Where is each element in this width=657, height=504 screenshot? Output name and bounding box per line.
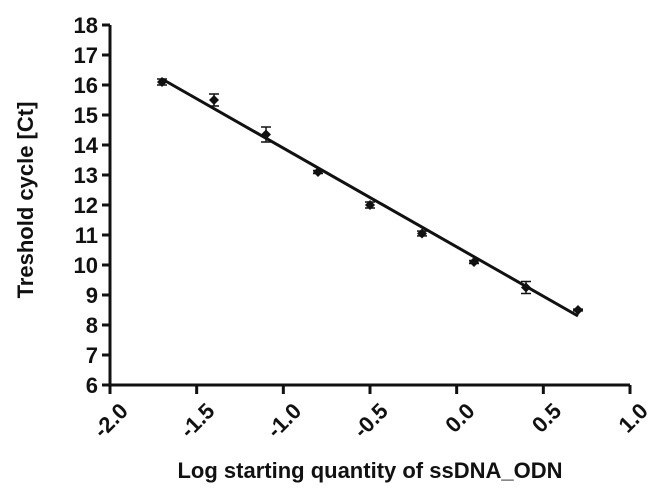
- x-tick-label: 0.5: [527, 398, 566, 437]
- y-axis: 6 7 8 9 10 11 12 13 14 15 16 17 18: [74, 13, 112, 398]
- y-tick-label: 15: [74, 103, 98, 128]
- x-tick-label: -1.0: [262, 398, 306, 442]
- y-tick-label: 11: [75, 223, 98, 248]
- y-tick-label: 7: [86, 343, 98, 368]
- x-axis: -2.0 -1.5 -1.0 -0.5 0.0 0.5 1.0: [88, 383, 653, 443]
- data-point: [417, 228, 427, 239]
- data-point: [469, 257, 479, 267]
- x-ticks: -2.0 -1.5 -1.0 -0.5 0.0 0.5 1.0: [88, 385, 653, 443]
- y-tick-label: 17: [74, 43, 98, 68]
- data-point: [209, 95, 219, 105]
- fit-line-group: [161, 77, 579, 318]
- x-tick-label: -1.5: [175, 398, 219, 442]
- x-tick-label: 1.0: [614, 398, 653, 437]
- data-point: [521, 282, 531, 293]
- data-point: [365, 200, 375, 210]
- data-point: [573, 305, 583, 315]
- data-point: [157, 77, 167, 87]
- x-tick-label: -0.5: [348, 398, 392, 442]
- data-points: [157, 77, 583, 315]
- y-tick-label: 12: [74, 193, 98, 218]
- y-tick-label: 10: [74, 253, 98, 278]
- y-tick-label: 16: [74, 73, 98, 98]
- x-axis-title: Log starting quantity of ssDNA_ODN: [177, 458, 562, 483]
- y-tick-label: 6: [86, 373, 98, 398]
- y-tick-label: 9: [86, 283, 98, 308]
- data-point: [261, 129, 271, 140]
- data-point: [313, 167, 323, 177]
- y-ticks: 6 7 8 9 10 11 12 13 14 15 16 17 18: [74, 13, 110, 398]
- y-tick-label: 18: [74, 13, 98, 38]
- y-axis-title: Treshold cycle [Ct]: [13, 102, 38, 299]
- y-tick-label: 8: [86, 313, 98, 338]
- y-tick-label: 14: [74, 133, 99, 158]
- x-tick-label: -2.0: [88, 398, 132, 442]
- y-tick-label: 13: [74, 163, 98, 188]
- x-tick-label: 0.0: [440, 398, 479, 437]
- fit-line: [161, 77, 579, 318]
